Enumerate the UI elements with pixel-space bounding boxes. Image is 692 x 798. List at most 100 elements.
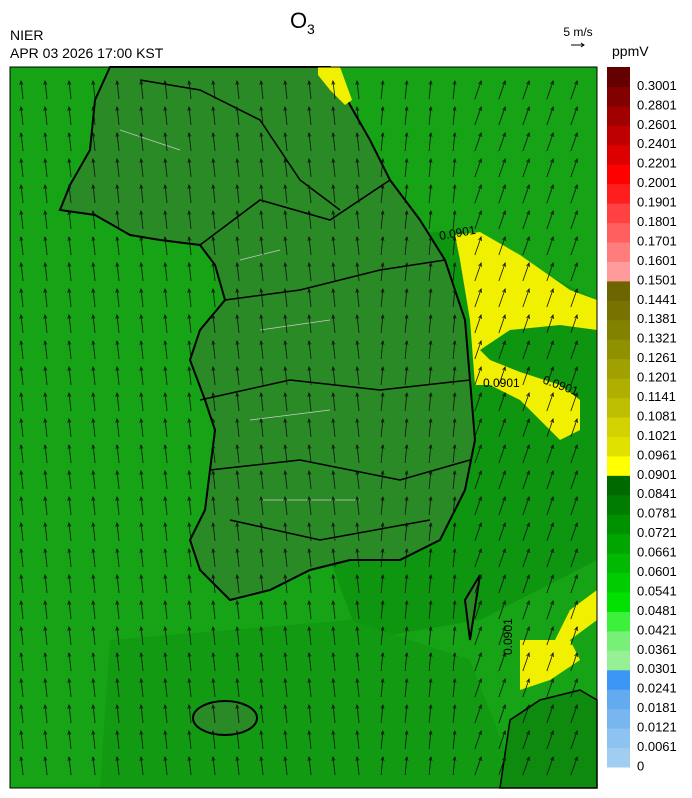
wind-arrow (115, 755, 120, 776)
wind-arrow (428, 157, 433, 178)
colorbar-label: 0.0841 (637, 486, 677, 501)
wind-arrow (139, 521, 144, 542)
wind-arrow (115, 469, 120, 490)
wind-arrow (163, 131, 168, 152)
wind-arrow (474, 106, 482, 126)
wind-arrow (163, 417, 168, 438)
wind-arrow (570, 288, 578, 308)
wind-arrow (283, 183, 288, 204)
title-subscript: 3 (307, 21, 315, 37)
wind-arrow (139, 131, 144, 152)
wind-arrow (259, 521, 264, 542)
wind-arrow (331, 495, 336, 516)
wind-arrow (546, 262, 554, 282)
wind-arrow (404, 183, 409, 204)
wind-arrow (474, 730, 482, 750)
wind-arrow (474, 262, 482, 282)
wind-arrow (259, 209, 264, 230)
colorbar-label: 0.0541 (637, 583, 677, 598)
wind-arrow (163, 729, 168, 750)
wind-arrow (522, 210, 530, 230)
wind-arrow (404, 313, 409, 334)
wind-arrow (570, 80, 578, 100)
wind-arrow (115, 729, 120, 750)
wind-arrow (139, 261, 144, 282)
wind-arrow (115, 313, 120, 334)
wind-arrow (474, 184, 482, 204)
wind-arrow (546, 132, 554, 152)
wind-arrow (67, 677, 72, 698)
wind-arrow (428, 313, 433, 334)
wind-arrow (115, 521, 120, 542)
wind-arrow (380, 443, 385, 464)
wind-arrow (91, 183, 96, 204)
wind-arrow (211, 261, 216, 282)
wind-arrow (211, 443, 216, 464)
wind-arrow (139, 417, 144, 438)
wind-arrow (452, 287, 457, 308)
wind-arrow (428, 339, 433, 360)
wind-arrow (43, 131, 48, 152)
wind-arrow (428, 287, 433, 308)
wind-arrow (115, 599, 120, 620)
wind-arrow (187, 729, 192, 750)
contour-label: 0.0901 (501, 618, 515, 655)
wind-arrow (259, 183, 264, 204)
wind-arrow (187, 417, 192, 438)
wind-arrow (187, 157, 192, 178)
wind-arrow (259, 443, 264, 464)
wind-arrow (163, 339, 168, 360)
wind-arrow (235, 313, 240, 334)
wind-arrow (474, 756, 482, 776)
wind-arrow (474, 652, 482, 672)
wind-arrow (546, 678, 554, 698)
wind-arrow (546, 600, 554, 620)
colorbar-block (607, 475, 630, 496)
wind-arrow (522, 470, 530, 490)
wind-arrow (404, 261, 409, 282)
wind-arrow (380, 729, 385, 750)
colorbar-block (607, 358, 630, 379)
wind-arrow (19, 729, 24, 750)
wind-arrow (43, 287, 48, 308)
wind-arrow (139, 625, 144, 646)
wind-arrow (139, 469, 144, 490)
wind-arrow (452, 235, 457, 256)
wind-arrow (211, 287, 216, 308)
wind-arrow (570, 730, 578, 750)
wind-arrow (498, 756, 506, 776)
wind-arrow (570, 106, 578, 126)
wind-arrow (355, 287, 360, 308)
colorbar-label: 0.1261 (637, 350, 677, 365)
wind-arrow (498, 678, 506, 698)
wind-arrow (498, 730, 506, 750)
wind-arrow (522, 236, 530, 256)
wind-arrow (283, 365, 288, 386)
wind-arrow (67, 625, 72, 646)
wind-arrow (67, 703, 72, 724)
wind-arrow (452, 183, 457, 204)
wind-arrow (211, 495, 216, 516)
wind-arrow (235, 157, 240, 178)
wind-arrow (428, 755, 433, 776)
wind-arrow (115, 391, 120, 412)
wind-arrow (498, 392, 506, 412)
wind-arrow (211, 105, 216, 126)
wind-arrow (355, 235, 360, 256)
wind-arrow (498, 522, 506, 542)
colorbar-label: 0.0121 (637, 720, 677, 735)
high-ozone-area (318, 67, 352, 105)
wind-arrow (498, 626, 506, 646)
wind-arrow (474, 626, 482, 646)
colorbar-label: 0.1321 (637, 331, 677, 346)
wind-arrow (163, 495, 168, 516)
wind-arrow (235, 755, 240, 776)
wind-arrow (522, 574, 530, 594)
wind-arrow (474, 288, 482, 308)
wind-arrow (163, 651, 168, 672)
wind-arrow (522, 392, 530, 412)
wind-arrow (19, 703, 24, 724)
wind-arrow (283, 625, 288, 646)
wind-arrow (570, 600, 578, 620)
wind-arrow (404, 157, 409, 178)
